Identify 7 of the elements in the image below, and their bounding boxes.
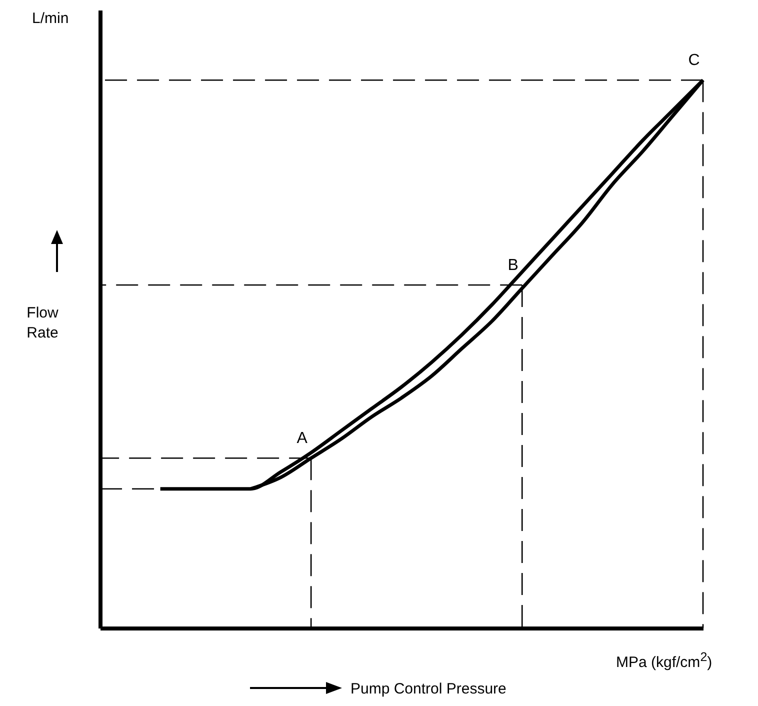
annotation: A: [296, 430, 308, 448]
text: L/min: [32, 10, 69, 27]
annotation: C: [688, 52, 700, 70]
text: MPa (kgf/cm$^{2}$): [616, 650, 712, 671]
annotation: B: [508, 257, 518, 274]
x-axis-title: Pump Control Pressure: [350, 680, 506, 698]
y-axis-title: Flow Rate: [26, 304, 58, 342]
